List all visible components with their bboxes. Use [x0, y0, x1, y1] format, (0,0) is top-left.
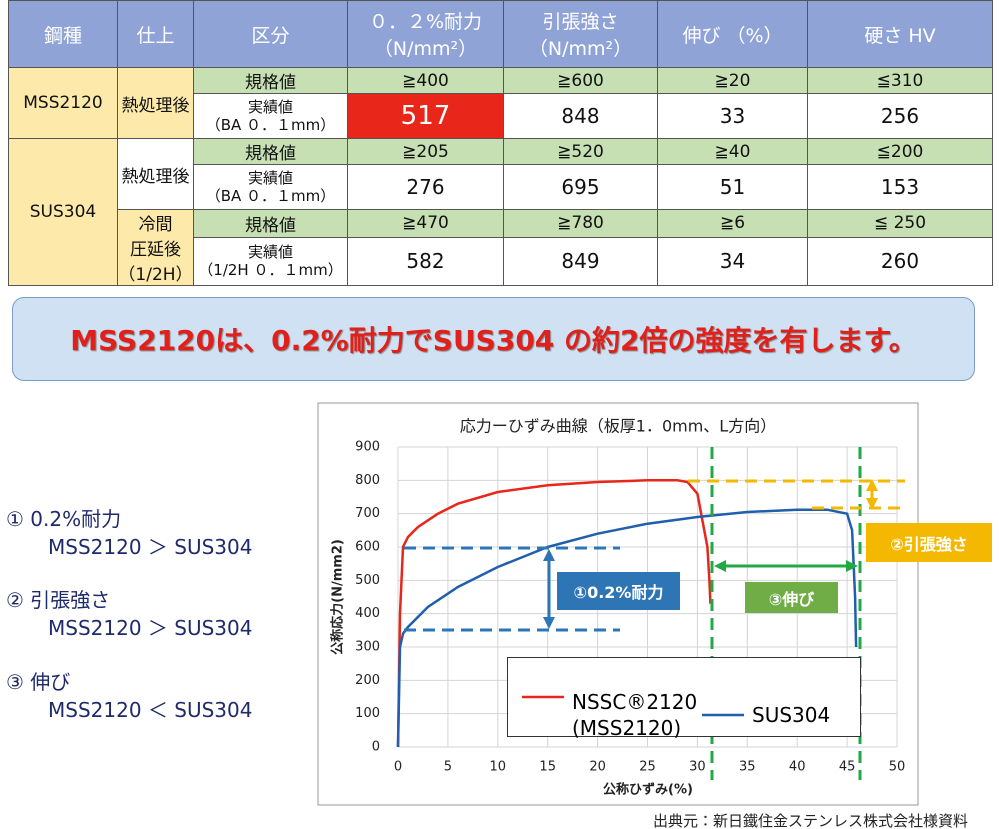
- actual-row: 実績値 （1/2H ０．１mm） 582 849 34 260: [9, 236, 993, 287]
- value-cell: ≦ 250: [807, 209, 993, 238]
- y-tick-label: 600: [355, 540, 380, 555]
- series-line: [396, 508, 858, 748]
- kind-cell: 実績値 （BA ０．１mm）: [193, 93, 348, 139]
- y-tick-label: 300: [355, 640, 380, 655]
- x-tick-label: 30: [689, 760, 706, 775]
- annotation-tag: ①0.2%耐力: [557, 572, 680, 610]
- kind-cell: 規格値: [193, 67, 348, 94]
- value-cell: ≧780: [503, 209, 658, 238]
- legend-label: NSSC®2120 (MSS2120): [572, 690, 698, 740]
- y-tick-label: 400: [355, 606, 380, 621]
- y-tick-label: 0: [372, 740, 380, 755]
- x-tick-label: 10: [490, 760, 507, 775]
- value-cell: ≦310: [807, 67, 993, 94]
- spec-table: 鋼種 仕上 区分 ０．２%耐力 （N/mm²） 引張強さ （N/mm²） 伸び （%） 硬さ…: [8, 0, 993, 287]
- actual-row: 実績値 （BA ０．１mm） 517 848 33 256: [9, 93, 993, 139]
- value-cell: 153: [807, 164, 993, 210]
- finish-cell: 熱処理後: [117, 67, 194, 139]
- value-cell: ≧205: [347, 138, 504, 165]
- value-cell: 695: [503, 164, 658, 210]
- value-cell: ≧20: [657, 67, 808, 94]
- x-tick-label: 0: [394, 760, 402, 775]
- value-cell: 34: [657, 236, 808, 287]
- annotation-tag: ③伸び: [745, 582, 838, 613]
- value-cell: 256: [807, 93, 993, 139]
- x-axis-label: 公称ひずみ(%): [603, 782, 693, 798]
- header-cell: 鋼種: [8, 0, 118, 68]
- y-axis-label: 公称応力(N/mm2): [330, 539, 346, 655]
- spec-row: MSS2120 熱処理後 規格値 ≧400 ≧600 ≧20 ≦310: [8, 67, 993, 139]
- note: ② 引張強さ MSS2120 ＞ SUS304: [6, 586, 252, 642]
- series-line: [396, 479, 712, 748]
- note-compare: MSS2120 ＞ SUS304: [48, 535, 253, 559]
- value-cell: 517: [347, 93, 504, 139]
- x-tick-label: 20: [589, 760, 606, 775]
- header-row: 鋼種 仕上 区分 ０．２%耐力 （N/mm²） 引張強さ （N/mm²） 伸び （%） 硬さ…: [8, 0, 993, 68]
- note-compare: MSS2120 ＜ SUS304: [48, 698, 253, 722]
- value-cell: ≧520: [503, 138, 658, 165]
- x-tick-label: 50: [889, 760, 906, 775]
- x-tick-label: 35: [739, 760, 756, 775]
- finish-cell: 冷間 圧延後 （1/2H）: [117, 209, 194, 286]
- value-cell: ≧470: [347, 209, 504, 238]
- value-cell: 33: [657, 93, 808, 139]
- y-tick-label: 500: [355, 573, 380, 588]
- value-cell: 260: [807, 236, 993, 287]
- legend-lines: [522, 695, 744, 717]
- annotation-tag: ②引張強さ: [866, 523, 992, 562]
- x-tick-label: 5: [444, 760, 452, 775]
- y-tick-label: 100: [355, 706, 380, 721]
- y-tick-label: 200: [355, 673, 380, 688]
- note-title: ③ 伸び: [6, 670, 71, 694]
- steel-cell: MSS2120: [8, 67, 118, 139]
- kind-cell: 実績値 （BA ０．１mm）: [193, 164, 348, 210]
- header-cell: ０．２%耐力 （N/mm²）: [347, 0, 504, 68]
- kind-cell: 実績値 （1/2H ０．１mm）: [193, 236, 348, 287]
- x-tick-label: 15: [539, 760, 556, 775]
- kind-cell: 規格値: [193, 138, 348, 165]
- source: 出典元：新日鐵住金ステンレス株式会社様資料: [652, 812, 968, 829]
- header-cell: 硬さ HV: [807, 0, 993, 68]
- table-body: MSS2120 熱処理後 規格値 ≧400 ≧600 ≧20 ≦310 実績値 （BA ０．１…: [8, 67, 993, 287]
- kind-cell: 規格値: [193, 209, 348, 238]
- value-cell: 51: [657, 164, 808, 210]
- note: ③ 伸び MSS2120 ＜ SUS304: [6, 668, 252, 724]
- spec-row: 冷間 圧延後 （1/2H） 規格値 ≧470 ≧780 ≧6 ≦ 250: [9, 209, 993, 286]
- note-compare: MSS2120 ＞ SUS304: [48, 616, 253, 640]
- value-cell: 276: [347, 164, 504, 210]
- note: ① 0.2%耐力 MSS2120 ＞ SUS304: [6, 505, 252, 561]
- y-tick-label: 900: [355, 440, 380, 455]
- value-cell: ≧6: [657, 209, 808, 238]
- y-tick-label: 700: [355, 506, 380, 521]
- note-title: ① 0.2%耐力: [6, 507, 122, 531]
- value-cell: ≧40: [657, 138, 808, 165]
- legend-label: SUS304: [752, 703, 831, 727]
- actual-row: 実績値 （BA ０．１mm） 276 695 51 153: [9, 164, 993, 210]
- chart-title: 応力ーひずみ曲線（板厚1．0mm、L方向）: [460, 417, 776, 436]
- note-title: ② 引張強さ: [6, 588, 111, 612]
- header-cell: 引張強さ （N/mm²）: [503, 0, 658, 68]
- value-cell: ≦200: [807, 138, 993, 165]
- value-cell: 582: [347, 236, 504, 287]
- value-cell: 849: [503, 236, 658, 287]
- legend: NSSC®2120 (MSS2120) SUS304: [507, 657, 861, 740]
- x-tick-label: 40: [789, 760, 806, 775]
- banner: MSS2120は、0.2%耐力でSUS304 の約2倍の強度を有します。: [12, 297, 975, 381]
- header-cell: 伸び （%）: [657, 0, 808, 68]
- x-tick-label: 45: [839, 760, 856, 775]
- y-tick-label: 800: [355, 473, 380, 488]
- x-tick-label: 25: [639, 760, 656, 775]
